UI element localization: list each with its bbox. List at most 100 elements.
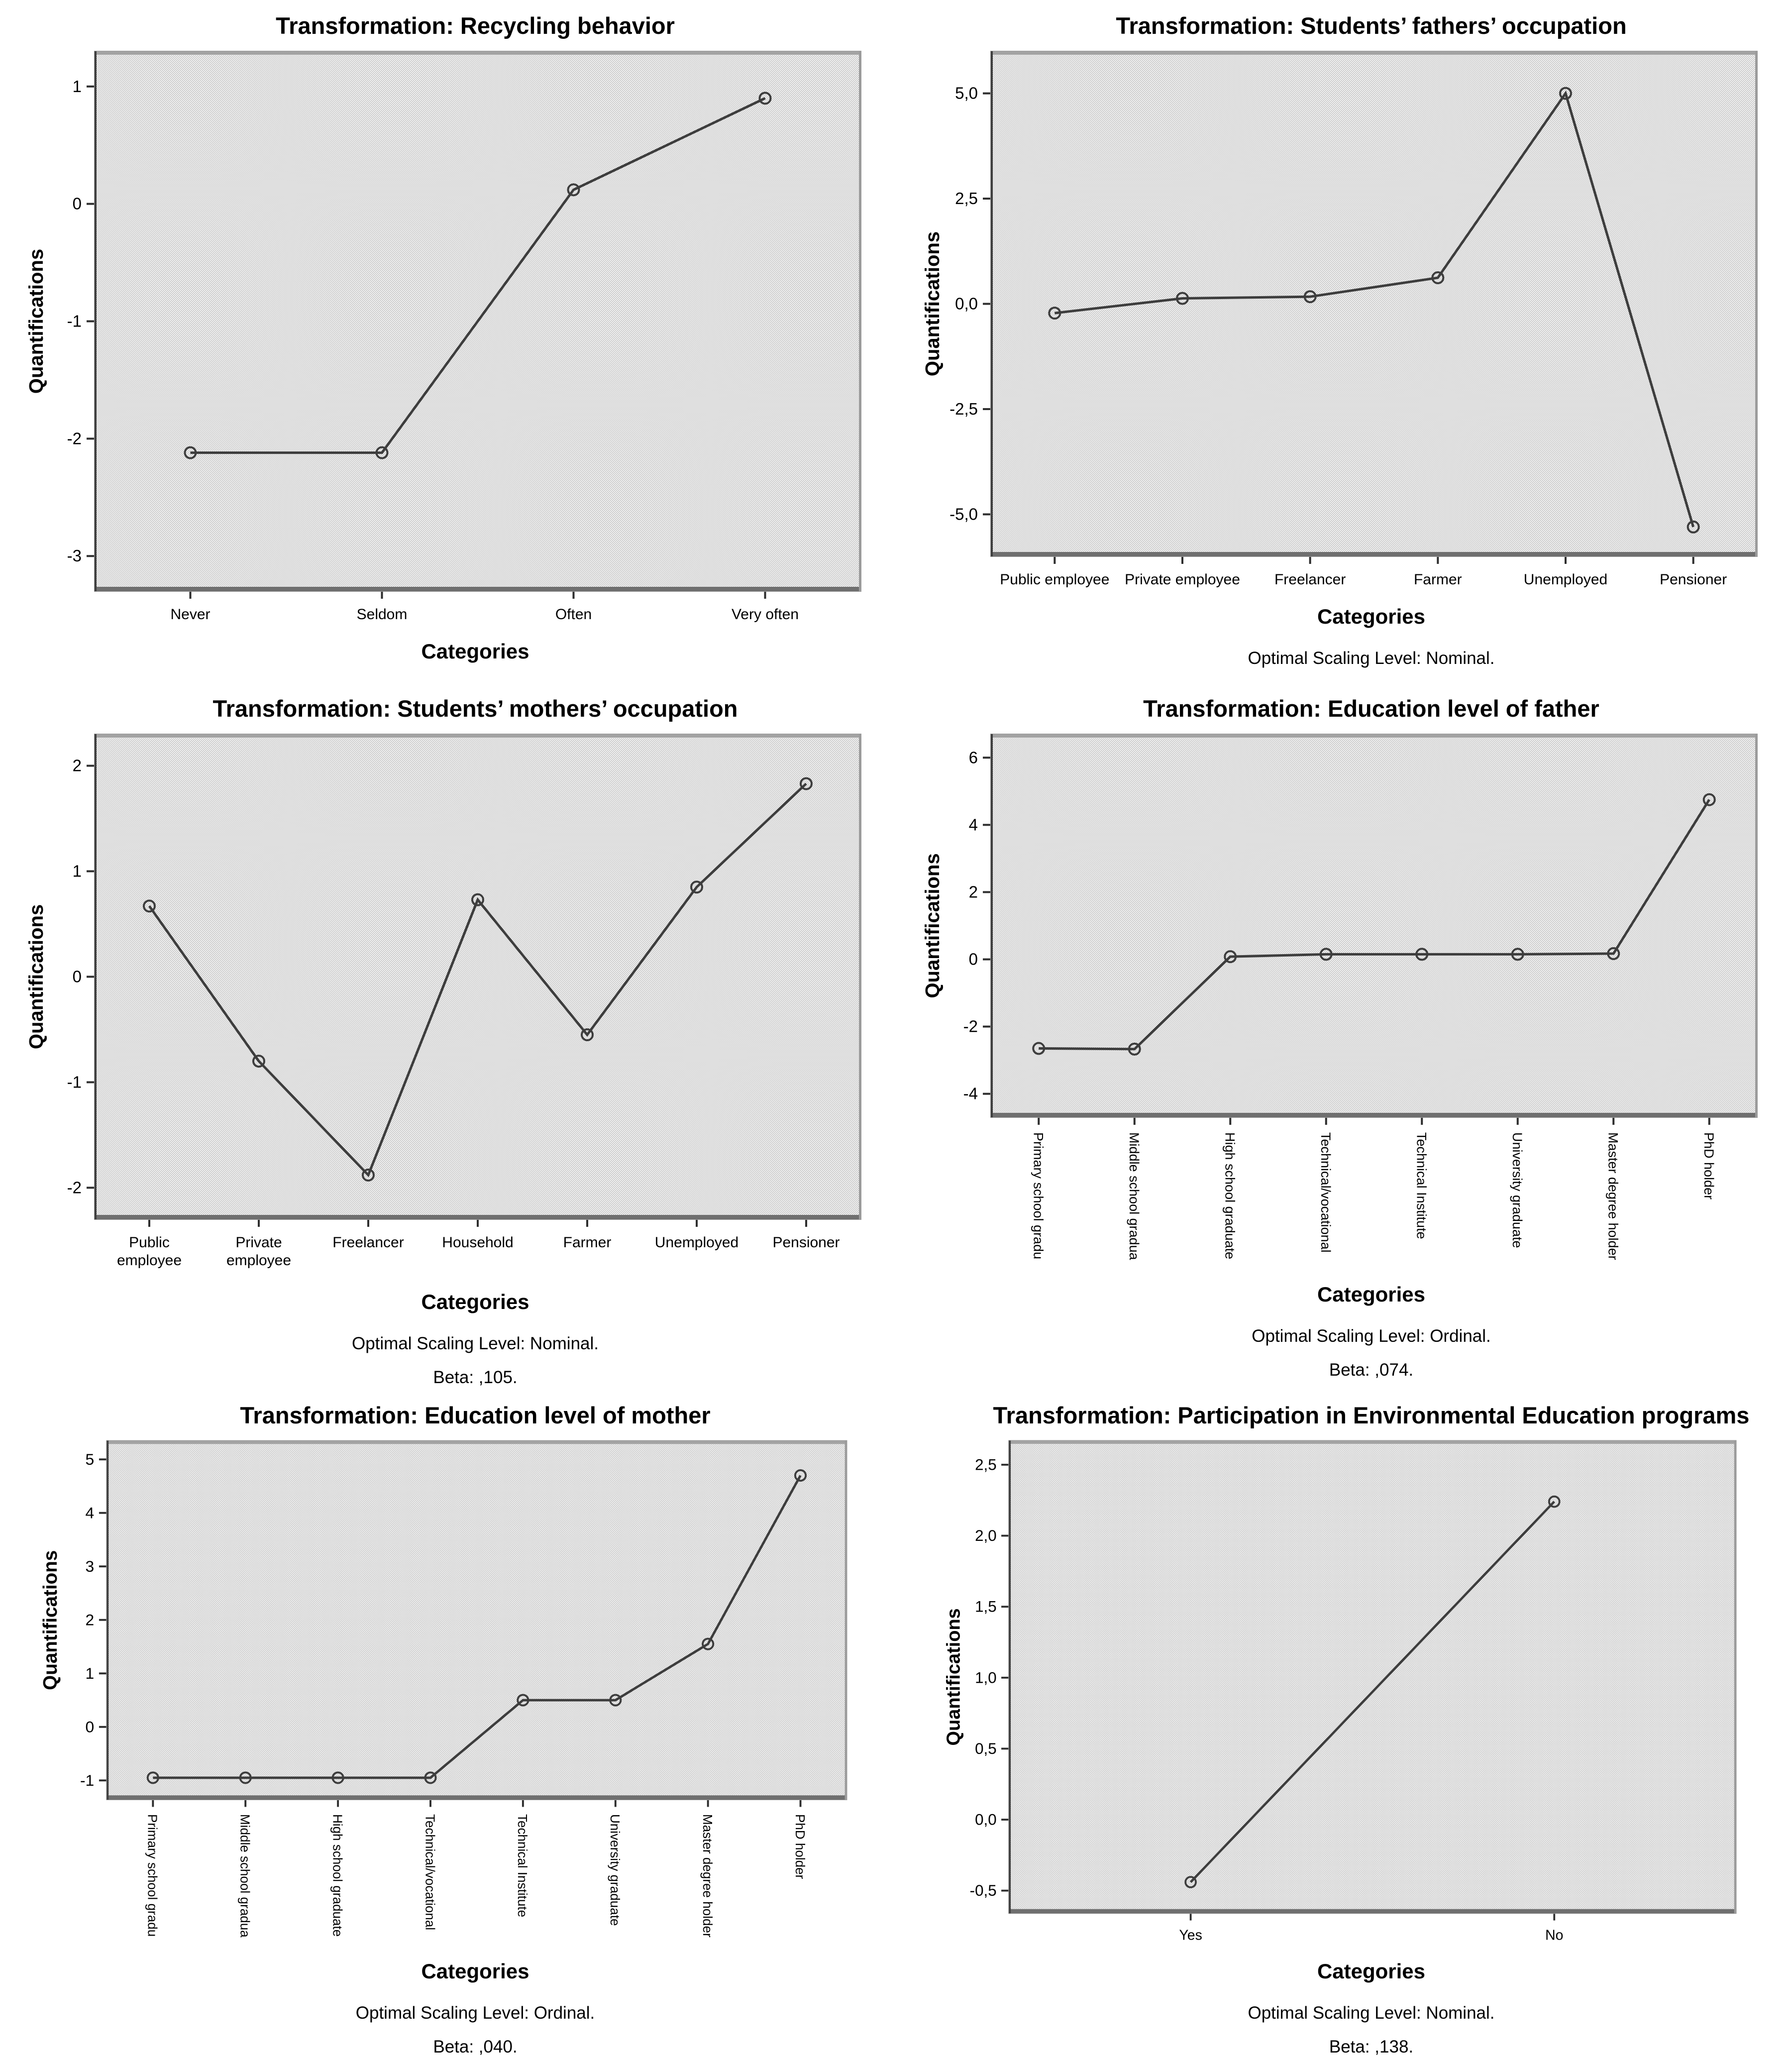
x-category-label: Master degree holder xyxy=(700,1814,715,1938)
y-axis-label: Quantifications xyxy=(40,1550,61,1690)
y-tick-label: 4 xyxy=(968,815,977,834)
y-tick-label: 0 xyxy=(73,968,82,986)
x-axis-label: Categories xyxy=(421,1290,529,1313)
x-category-label: Technical Institute xyxy=(515,1814,530,1917)
x-category-label: Freelancer xyxy=(1274,571,1345,588)
line-plot: 1 0 -1 -2 -3 Never Seldom Often Very often Quanti… xyxy=(25,51,861,623)
chart-mothers-occupation: Transformation: Students’ mothers’ occup… xyxy=(0,683,896,1390)
data-point-marker xyxy=(1303,290,1317,304)
x-category-label: Public employee xyxy=(1000,571,1109,588)
y-tick-label: 1 xyxy=(86,1664,95,1682)
chart-title: Transformation: Education level of mothe… xyxy=(240,1402,711,1428)
data-point-marker xyxy=(1559,87,1572,100)
data-point-marker xyxy=(581,1028,594,1042)
chart-recycling-behavior: Transformation: Recycling behavior 1 0 -1 -… xyxy=(0,0,896,683)
y-tick-label: 5,0 xyxy=(955,84,978,103)
x-axis-label: Categories xyxy=(1317,605,1426,628)
data-point-marker xyxy=(239,1771,252,1784)
y-tick-label: 1 xyxy=(73,862,82,880)
chart-title: Transformation: Education level of fathe… xyxy=(1143,695,1599,722)
x-category-label: Middle school gradua xyxy=(1126,1132,1141,1261)
x-category-label: Private employee xyxy=(1125,571,1240,588)
y-tick-label: 1 xyxy=(73,77,82,96)
data-point-marker xyxy=(800,777,813,790)
x-category-label: Unemployed xyxy=(1523,571,1607,588)
data-point-marker xyxy=(362,1168,375,1182)
chart-title: Transformation: Recycling behavior xyxy=(276,12,675,39)
y-tick-label: 0,0 xyxy=(955,295,978,313)
x-category-label: Household xyxy=(442,1234,513,1251)
optimal-scaling-note: Optimal Scaling Level: Ordinal. xyxy=(1252,1326,1491,1346)
series-line xyxy=(1038,799,1710,1051)
x-category-label: Farmer xyxy=(563,1234,612,1251)
line-plot: 2,5 2,0 1,5 1,0 0,5 0,0 -0,5 Yes No Quantificatio… xyxy=(943,1440,1737,1943)
y-tick-label: -3 xyxy=(67,546,82,565)
x-category-label: Seldom xyxy=(357,606,408,623)
optimal-scaling-note: Optimal Scaling Level: Nominal. xyxy=(1248,649,1495,668)
y-tick-label: 0,5 xyxy=(975,1740,997,1757)
y-axis-label: Quantifications xyxy=(943,1608,964,1745)
x-category-label: Technical/vocational xyxy=(422,1814,437,1930)
y-tick-label: -2,5 xyxy=(949,400,978,418)
data-point-marker xyxy=(1606,947,1620,961)
data-point-marker xyxy=(690,880,703,894)
y-tick-label: 2,5 xyxy=(955,189,978,208)
y-tick-label: -2 xyxy=(67,1178,82,1196)
x-category-label: Private employee xyxy=(226,1234,291,1269)
y-tick-label: 2 xyxy=(73,757,82,775)
chart-education-mother: Transformation: Education level of mothe… xyxy=(0,1390,896,2057)
x-category-label: Often xyxy=(555,606,592,623)
chart-ee-participation: Transformation: Participation in Environ… xyxy=(896,1390,1792,2057)
y-tick-label: 0 xyxy=(968,950,977,969)
x-category-label: PhD holder xyxy=(793,1814,808,1879)
x-category-label: PhD holder xyxy=(1701,1132,1716,1199)
y-tick-label: -2 xyxy=(67,429,82,447)
y-tick-label: 2 xyxy=(86,1611,95,1628)
data-point-marker xyxy=(758,92,772,105)
data-point-marker xyxy=(1687,520,1700,534)
x-category-label: Pensioner xyxy=(772,1234,840,1251)
x-category-label: Yes xyxy=(1179,1927,1202,1943)
data-point-marker xyxy=(1511,948,1524,961)
data-point-marker xyxy=(184,446,197,459)
data-point-marker xyxy=(1702,793,1716,806)
series-line xyxy=(148,782,807,1178)
line-plot: 2 1 0 -1 -2 Public employee Private employee Free… xyxy=(25,734,861,1269)
y-axis-label: Quantifications xyxy=(25,904,47,1049)
y-tick-label: 0 xyxy=(73,195,82,213)
x-category-label: Farmer xyxy=(1413,571,1462,588)
x-axis-label: Categories xyxy=(421,640,529,663)
data-point-marker xyxy=(702,1637,715,1650)
y-tick-label: 5 xyxy=(86,1450,95,1468)
x-category-label: No xyxy=(1545,1927,1563,1943)
data-point-marker xyxy=(609,1694,622,1707)
x-category-label: Technical Institute xyxy=(1414,1132,1429,1239)
y-tick-label: 6 xyxy=(968,748,977,766)
data-point-marker xyxy=(567,183,580,197)
y-tick-label: -1 xyxy=(67,1073,82,1091)
data-point-marker xyxy=(1548,1495,1561,1508)
x-axis-label: Categories xyxy=(1317,1959,1426,1983)
x-category-label: Very often xyxy=(732,606,799,623)
x-category-label: Master degree holder xyxy=(1605,1132,1620,1260)
beta-note: Beta: ,074. xyxy=(1329,1360,1414,1380)
optimal-scaling-note: Optimal Scaling Level: Nominal. xyxy=(1248,2003,1495,2023)
data-point-marker xyxy=(1032,1042,1045,1055)
data-point-marker xyxy=(1048,307,1061,320)
y-tick-label: -4 xyxy=(963,1084,977,1103)
x-category-label: Pensioner xyxy=(1660,571,1727,588)
beta-note: Beta: ,138. xyxy=(1329,2037,1414,2057)
x-category-label: Freelancer xyxy=(332,1234,404,1251)
y-tick-label: 4 xyxy=(86,1504,95,1521)
chart-title: Transformation: Students’ mothers’ occup… xyxy=(212,695,738,722)
x-axis-label: Categories xyxy=(421,1959,529,1983)
data-point-marker xyxy=(1184,1876,1197,1888)
y-tick-label: 0 xyxy=(86,1718,95,1735)
data-point-marker xyxy=(375,446,389,459)
x-category-label: High school graduate xyxy=(330,1814,345,1937)
data-point-marker xyxy=(252,1055,265,1068)
series-line xyxy=(1189,1501,1555,1883)
y-tick-label: -5,0 xyxy=(949,505,978,523)
optimal-scaling-note: Optimal Scaling Level: Nominal. xyxy=(351,1334,599,1353)
